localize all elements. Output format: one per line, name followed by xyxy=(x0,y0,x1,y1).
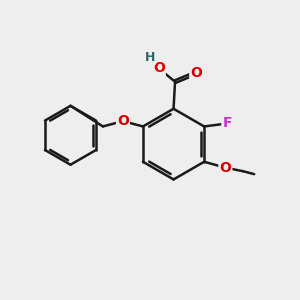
Text: O: O xyxy=(219,161,231,175)
Text: O: O xyxy=(117,114,129,128)
Text: O: O xyxy=(190,66,202,80)
Text: O: O xyxy=(153,61,165,75)
Text: H: H xyxy=(145,51,155,64)
Text: F: F xyxy=(222,116,232,130)
